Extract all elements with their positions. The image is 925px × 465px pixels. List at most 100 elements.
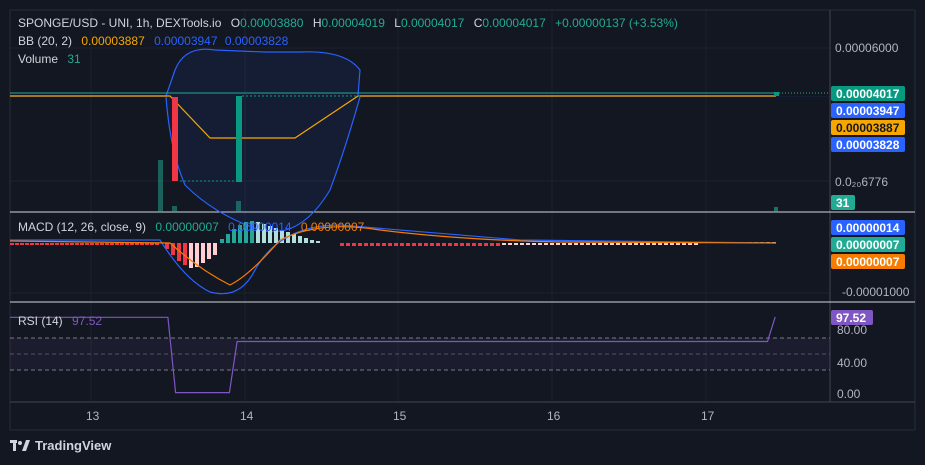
- rsi-label: RSI (14): [18, 314, 63, 328]
- low-label: L: [394, 16, 401, 30]
- ohlc-legend: SPONGE/USD - UNI, 1h, DEXTools.io O0.000…: [18, 16, 684, 30]
- macd-badge: 0.00000007: [836, 255, 900, 269]
- macd-histogram-bar: [256, 222, 260, 243]
- macd-histogram-bar: [454, 243, 458, 246]
- price-badge: 0.00003947: [836, 104, 900, 118]
- macd-histogram-bar: [45, 243, 49, 245]
- rsi-value: 97.52: [72, 314, 103, 328]
- macd-histogram-bar: [658, 243, 662, 245]
- macd-histogram-bar: [670, 243, 674, 245]
- macd-histogram-bar: [155, 243, 159, 245]
- change-value: +0.00000137 (+3.53%): [555, 16, 678, 30]
- macd-histogram-bar: [568, 243, 572, 245]
- macd-histogram-bar: [592, 243, 596, 245]
- tradingview-logo[interactable]: TradingView: [10, 438, 111, 453]
- macd-histogram-bar: [280, 230, 284, 243]
- volume-bar: [172, 206, 177, 212]
- macd-histogram-bar: [460, 243, 464, 246]
- macd-histogram-bar: [412, 243, 416, 246]
- rsi-tick: 0.00: [837, 387, 861, 401]
- macd-histogram-bar: [478, 243, 482, 246]
- macd-histogram-bar: [201, 243, 205, 263]
- signal-value: 0.00000007: [300, 220, 365, 234]
- macd-histogram-bar: [604, 243, 608, 245]
- volume-bar: [774, 207, 778, 212]
- macd-histogram-bar: [676, 243, 680, 245]
- macd-histogram-bar: [135, 243, 139, 245]
- bollinger-band-fill: [10, 49, 830, 232]
- macd-histogram-bar: [352, 243, 356, 246]
- macd-histogram-bar: [472, 243, 476, 246]
- rsi-line: [10, 316, 776, 394]
- macd-histogram-bar: [80, 243, 84, 245]
- macd-line: [10, 224, 777, 295]
- macd-histogram-bar: [694, 243, 698, 245]
- price-badge-bg: [831, 137, 905, 152]
- symbol-title[interactable]: SPONGE/USD - UNI, 1h, DEXTools.io: [18, 16, 222, 30]
- tradingview-icon: [10, 439, 30, 451]
- macd-histogram-bar: [10, 243, 14, 245]
- macd-histogram-bar: [183, 243, 187, 265]
- macd-histogram-bar: [120, 243, 124, 245]
- macd-histogram-bar: [544, 243, 548, 245]
- macd-histogram-bar: [286, 232, 290, 243]
- volume-legend[interactable]: Volume 31: [18, 52, 87, 66]
- macd-histogram-bar: [15, 243, 19, 245]
- macd-histogram-bar: [502, 243, 506, 245]
- macd-histogram-bar: [580, 243, 584, 245]
- macd-histogram-bar: [145, 243, 149, 245]
- macd-histogram-bar: [514, 243, 518, 245]
- macd-histogram-bar: [496, 243, 500, 246]
- macd-histogram-bar: [550, 243, 554, 245]
- macd-histogram-bar: [358, 243, 362, 246]
- macd-histogram-bar: [140, 243, 144, 245]
- price-badge-bg: [831, 120, 905, 135]
- macd-value: 0.00000014: [228, 220, 292, 234]
- macd-histogram-bar: [292, 234, 296, 243]
- macd-histogram-bar: [364, 243, 368, 246]
- volume-label: Volume: [18, 52, 59, 66]
- bb-lower-value: 0.00003828: [224, 34, 289, 48]
- macd-legend[interactable]: MACD (12, 26, close, 9) 0.00000007 0.000…: [18, 220, 370, 234]
- macd-histogram-bar: [244, 222, 248, 243]
- macd-histogram-bar: [382, 243, 386, 246]
- bollinger-upper-line: [10, 48, 776, 97]
- macd-histogram-bar: [616, 243, 620, 245]
- price-badge: 0.00003887: [836, 121, 900, 135]
- macd-histogram-bar: [406, 243, 410, 246]
- bb-legend[interactable]: BB (20, 2) 0.00003887 0.00003947 0.00003…: [18, 34, 294, 48]
- macd-histogram-bar: [238, 225, 242, 243]
- macd-histogram-bar: [30, 243, 34, 245]
- macd-histogram-bar: [268, 226, 272, 243]
- rsi-legend[interactable]: RSI (14) 97.52: [18, 314, 108, 328]
- macd-histogram-bar: [226, 234, 230, 243]
- rsi-tick: 40.00: [837, 356, 867, 370]
- macd-histogram-bar: [490, 243, 494, 246]
- macd-histogram-bar: [646, 243, 650, 245]
- macd-histogram-bar: [40, 243, 44, 245]
- price-badge: 0.00003828: [836, 138, 900, 152]
- macd-histogram-bar: [316, 241, 320, 243]
- macd-histogram-bar: [171, 243, 175, 255]
- macd-histogram-bar: [622, 243, 626, 245]
- bb-basis-value: 0.00003887: [81, 34, 145, 48]
- close-value: 0.00004017: [482, 16, 546, 30]
- macd-histogram-bar: [60, 243, 64, 245]
- macd-histogram-bar: [95, 243, 99, 245]
- macd-label: MACD (12, 26, close, 9): [18, 220, 147, 234]
- macd-histogram-bar: [442, 243, 446, 246]
- chart-frame: [9, 9, 916, 431]
- high-label: H: [312, 16, 322, 30]
- signal-line: [9, 226, 777, 286]
- time-label: 14: [240, 409, 254, 423]
- macd-histogram-bar: [298, 236, 302, 243]
- macd-hist-value: 0.00000007: [155, 220, 219, 234]
- macd-histogram-bar: [574, 243, 578, 245]
- macd-histogram-bar: [484, 243, 488, 246]
- macd-histogram-bar: [394, 243, 398, 246]
- macd-histogram-bar: [232, 229, 236, 243]
- volume-value: 31: [67, 52, 81, 66]
- macd-histogram-bar: [634, 243, 638, 245]
